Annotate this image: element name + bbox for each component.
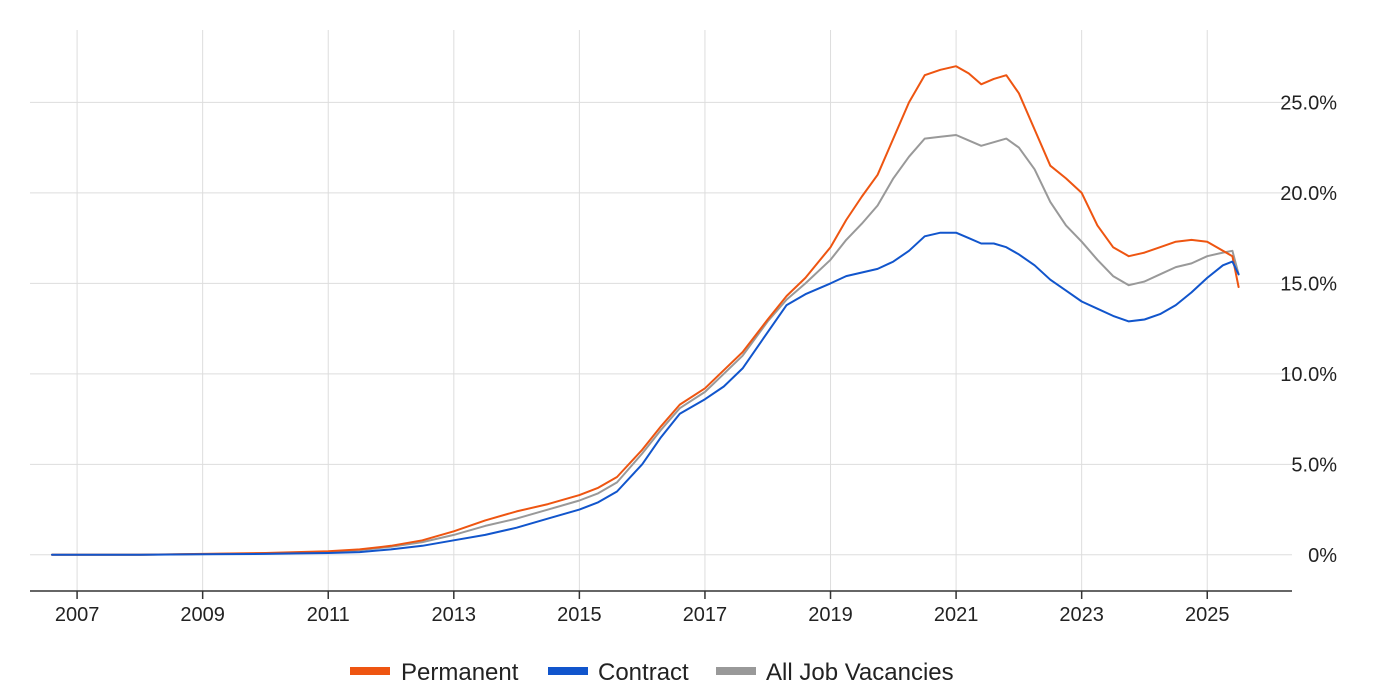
x-tick-label: 2023 — [1059, 604, 1104, 626]
vertical-gridlines — [76, 30, 1208, 591]
x-tick-label: 2019 — [808, 604, 853, 626]
y-tick-label: 10.0% — [1280, 364, 1337, 386]
x-tick-label: 2021 — [934, 604, 979, 626]
series-line-permanent — [51, 65, 1240, 556]
x-tick-label: 2025 — [1185, 604, 1230, 626]
x-tick-label: 2011 — [307, 604, 350, 626]
legend-label: All Job Vacancies — [766, 659, 954, 686]
y-tick-label: 25.0% — [1280, 92, 1337, 114]
legend-label: Permanent — [401, 659, 519, 686]
x-tick-label: 2013 — [432, 604, 477, 626]
x-tick-label: 2009 — [180, 604, 225, 626]
legend-swatch — [350, 667, 390, 675]
series-line-all-job-vacancies — [51, 134, 1240, 556]
y-tick-label: 15.0% — [1280, 273, 1337, 295]
x-tick-label: 2007 — [55, 604, 100, 626]
y-tick-label: 20.0% — [1280, 183, 1337, 205]
x-tick-label: 2017 — [683, 604, 728, 626]
y-tick-labels: 0% 5.0% 10.0% 15.0% 20.0% 25.0% — [1280, 92, 1337, 566]
y-tick-label: 5.0% — [1291, 454, 1337, 476]
y-tick-label: 0% — [1308, 545, 1337, 567]
legend-swatch — [716, 667, 756, 675]
legend-label: Contract — [598, 659, 689, 686]
legend: Permanent Contract All Job Vacancies — [350, 659, 954, 686]
legend-swatch — [548, 667, 588, 675]
series-line-contract — [51, 231, 1240, 556]
horizontal-gridlines — [30, 101, 1292, 556]
x-tick-label: 2015 — [557, 604, 602, 626]
series-lines — [51, 65, 1240, 556]
x-tick-labels: 2007 2009 2011 2013 2015 2017 2019 2021 2023 2025 — [55, 591, 1230, 626]
